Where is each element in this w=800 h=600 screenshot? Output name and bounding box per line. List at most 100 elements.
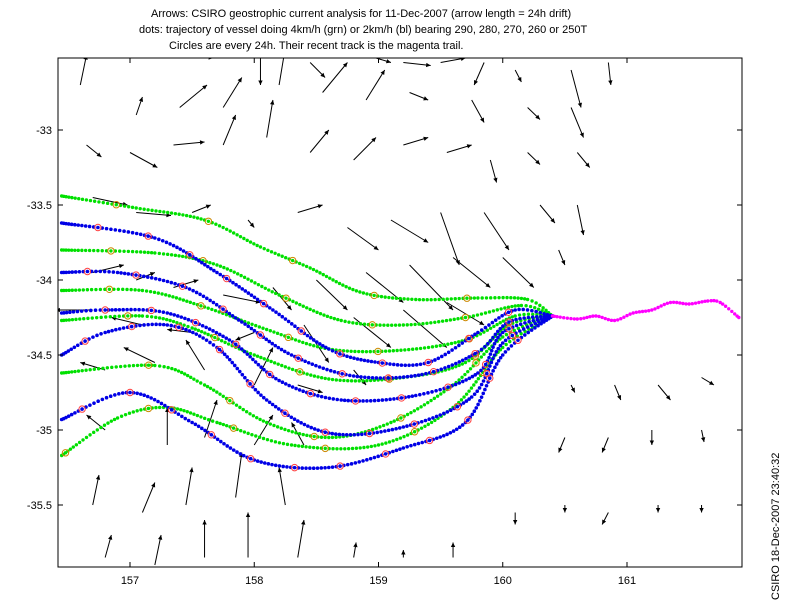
trajectory-dot: [275, 425, 280, 429]
trajectory-dot: [215, 270, 219, 275]
trajectory-dot: [519, 296, 524, 301]
trajectory-dot: [270, 290, 274, 294]
daily-marker: [128, 322, 136, 331]
trajectory-dot: [91, 335, 95, 339]
trajectory-dot: [330, 465, 335, 469]
trajectory-dot: [259, 355, 263, 360]
trajectory-dot: [424, 371, 428, 376]
daily-marker: [290, 463, 299, 472]
trajectory-dot: [142, 274, 146, 279]
trajectory-dot: [223, 340, 227, 345]
trajectory-dot: [164, 240, 169, 245]
trajectory-dot: [125, 307, 129, 312]
trajectory-dot: [113, 228, 118, 232]
trajectory-dot: [180, 254, 185, 259]
daily-marker: [78, 405, 86, 413]
trajectory-dot: [105, 201, 110, 206]
trajectory-dot: [246, 291, 251, 295]
trajectory-dot: [217, 332, 222, 337]
trajectory-dot: [487, 355, 491, 360]
trajectory-dot: [479, 312, 484, 316]
trajectory-dot: [378, 376, 383, 380]
trajectory-dot: [78, 317, 82, 321]
trajectory-dot: [443, 352, 448, 357]
trajectory-dot: [487, 376, 492, 380]
trajectory-dot: [119, 414, 124, 418]
trajectory-dot: [308, 336, 313, 340]
trajectory-dot: [715, 299, 719, 303]
trajectory-dot: [219, 339, 224, 343]
trajectory-dot: [284, 296, 288, 300]
daily-marker: [310, 432, 318, 441]
trajectory-dot: [76, 369, 81, 373]
trajectory-dot: [139, 363, 144, 367]
trajectory-dot: [521, 307, 526, 312]
trajectory-dot: [246, 324, 251, 329]
trajectory-dot: [221, 307, 225, 311]
trajectory-dot: [157, 251, 162, 256]
trajectory-dot: [165, 252, 170, 257]
trajectory-dot: [464, 356, 468, 361]
trajectory-dot: [251, 357, 255, 362]
trajectory-dot: [125, 287, 129, 292]
trajectory-dot: [470, 412, 475, 417]
trajectory-dot: [299, 329, 304, 333]
current-arrow: [601, 437, 609, 453]
trajectory-dot: [406, 297, 410, 301]
trajectory-dot: [114, 327, 118, 332]
trajectory-dot: [112, 287, 116, 291]
trajectory-dot: [167, 294, 172, 298]
trajectory-dot: [594, 314, 598, 318]
x-tick-label: 159: [369, 575, 387, 587]
trajectory-dot: [454, 361, 458, 366]
trajectory-dot: [300, 466, 305, 470]
trajectory-dot: [379, 429, 383, 434]
trajectory-dot: [261, 395, 266, 400]
daily-marker: [107, 247, 115, 255]
trajectory-dot: [248, 412, 252, 416]
trajectory-dot: [720, 302, 725, 306]
trajectory-dot: [414, 297, 418, 302]
trajectory-dot: [523, 321, 527, 325]
trajectory-dot: [489, 348, 494, 353]
trajectory-dot: [289, 353, 294, 357]
trajectory-dot: [180, 284, 185, 288]
trajectory-dot: [80, 197, 85, 202]
current-arrow: [514, 69, 522, 83]
trajectory-dot: [235, 450, 239, 454]
trajectory-dot: [191, 288, 195, 293]
trajectory-dot: [255, 297, 260, 302]
trajectory-dot: [177, 212, 181, 216]
trajectory-dot: [499, 307, 503, 311]
trajectory-dot: [588, 314, 592, 319]
trajectory-dot: [221, 274, 226, 279]
trajectory-dot: [323, 465, 327, 470]
trajectory-dot: [394, 375, 398, 380]
trajectory-dot: [361, 379, 365, 383]
trajectory-dot: [144, 289, 149, 293]
trajectory-dot: [127, 364, 131, 368]
trajectory-dot: [368, 378, 373, 383]
trajectory-dot: [470, 356, 474, 361]
trajectory-dot: [433, 320, 437, 324]
trajectory-dot: [190, 326, 194, 330]
trajectory-dot: [500, 313, 504, 318]
trajectory-dot: [732, 312, 737, 316]
trajectory-dot: [264, 420, 269, 425]
trajectory-dot: [360, 349, 365, 354]
trajectory-dot: [256, 282, 261, 287]
trajectory-dot: [339, 318, 343, 323]
trajectory-dot: [119, 271, 123, 275]
trajectory-dot: [233, 316, 238, 320]
trajectory-dot: [290, 430, 294, 434]
trajectory-dot: [266, 248, 270, 252]
trajectory-dot: [446, 364, 451, 369]
trajectory-dot: [525, 325, 530, 329]
current-arrow: [614, 384, 622, 401]
trajectory-dot: [501, 345, 505, 350]
trajectory-dot: [727, 307, 731, 311]
trajectory-dot: [279, 426, 283, 430]
trajectory-dot: [318, 312, 323, 316]
trajectory-dot: [196, 424, 201, 429]
trajectory-dot: [206, 430, 210, 435]
